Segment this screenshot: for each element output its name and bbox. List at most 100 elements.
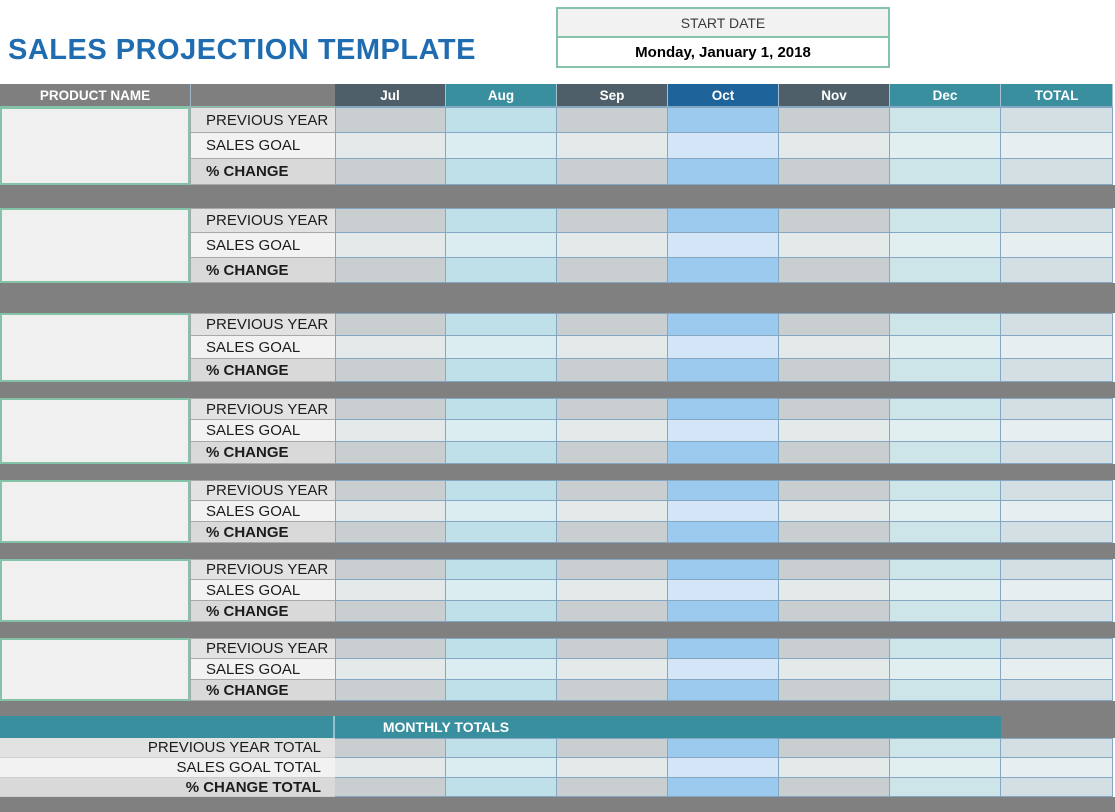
cell-oct-sales-goal[interactable] — [668, 659, 779, 680]
cell-total-previous-year[interactable] — [1001, 208, 1113, 233]
cell-dec-previous-year[interactable] — [890, 638, 1001, 659]
cell-total-sales-goal[interactable] — [1001, 133, 1113, 159]
cell-oct-pct-change[interactable] — [668, 359, 779, 382]
cell-oct-sales-goal[interactable] — [668, 580, 779, 601]
cell-sep-previous-year[interactable] — [557, 559, 668, 580]
product-name-cell[interactable] — [0, 398, 190, 464]
total-cell-oct[interactable] — [668, 758, 779, 778]
cell-nov-previous-year[interactable] — [779, 480, 890, 501]
cell-total-pct-change[interactable] — [1001, 601, 1113, 622]
cell-aug-previous-year[interactable] — [446, 107, 557, 133]
cell-jul-pct-change[interactable] — [335, 258, 446, 283]
cell-jul-sales-goal[interactable] — [335, 580, 446, 601]
cell-aug-sales-goal[interactable] — [446, 420, 557, 442]
cell-sep-pct-change[interactable] — [557, 359, 668, 382]
cell-nov-sales-goal[interactable] — [779, 659, 890, 680]
total-cell-nov[interactable] — [779, 738, 890, 758]
cell-dec-sales-goal[interactable] — [890, 133, 1001, 159]
cell-oct-sales-goal[interactable] — [668, 336, 779, 359]
cell-oct-previous-year[interactable] — [668, 480, 779, 501]
cell-dec-pct-change[interactable] — [890, 522, 1001, 543]
cell-nov-previous-year[interactable] — [779, 208, 890, 233]
cell-oct-previous-year[interactable] — [668, 559, 779, 580]
cell-total-pct-change[interactable] — [1001, 442, 1113, 464]
cell-sep-previous-year[interactable] — [557, 313, 668, 336]
cell-aug-pct-change[interactable] — [446, 522, 557, 543]
total-cell-nov[interactable] — [779, 778, 890, 797]
cell-dec-previous-year[interactable] — [890, 398, 1001, 420]
cell-jul-sales-goal[interactable] — [335, 133, 446, 159]
cell-total-sales-goal[interactable] — [1001, 420, 1113, 442]
cell-sep-sales-goal[interactable] — [557, 233, 668, 258]
total-cell-jul[interactable] — [335, 738, 446, 758]
cell-nov-sales-goal[interactable] — [779, 336, 890, 359]
total-cell-dec[interactable] — [890, 778, 1001, 797]
product-name-cell[interactable] — [0, 638, 190, 701]
cell-jul-previous-year[interactable] — [335, 208, 446, 233]
cell-nov-sales-goal[interactable] — [779, 133, 890, 159]
total-cell-nov[interactable] — [779, 758, 890, 778]
cell-nov-previous-year[interactable] — [779, 107, 890, 133]
cell-oct-previous-year[interactable] — [668, 107, 779, 133]
cell-oct-pct-change[interactable] — [668, 258, 779, 283]
cell-total-sales-goal[interactable] — [1001, 580, 1113, 601]
cell-jul-pct-change[interactable] — [335, 601, 446, 622]
start-date-value[interactable]: Monday, January 1, 2018 — [635, 43, 811, 61]
cell-oct-sales-goal[interactable] — [668, 420, 779, 442]
cell-aug-pct-change[interactable] — [446, 442, 557, 464]
total-cell-jul[interactable] — [335, 778, 446, 797]
total-cell-total[interactable] — [1001, 738, 1113, 758]
cell-jul-pct-change[interactable] — [335, 442, 446, 464]
total-cell-aug[interactable] — [446, 758, 557, 778]
cell-sep-pct-change[interactable] — [557, 258, 668, 283]
cell-dec-sales-goal[interactable] — [890, 501, 1001, 522]
cell-oct-pct-change[interactable] — [668, 601, 779, 622]
cell-dec-previous-year[interactable] — [890, 107, 1001, 133]
cell-total-previous-year[interactable] — [1001, 313, 1113, 336]
cell-oct-pct-change[interactable] — [668, 680, 779, 701]
cell-total-pct-change[interactable] — [1001, 159, 1113, 185]
cell-nov-previous-year[interactable] — [779, 313, 890, 336]
cell-sep-sales-goal[interactable] — [557, 336, 668, 359]
cell-nov-sales-goal[interactable] — [779, 233, 890, 258]
cell-aug-pct-change[interactable] — [446, 258, 557, 283]
cell-nov-sales-goal[interactable] — [779, 501, 890, 522]
cell-total-pct-change[interactable] — [1001, 680, 1113, 701]
cell-jul-pct-change[interactable] — [335, 159, 446, 185]
cell-oct-previous-year[interactable] — [668, 398, 779, 420]
cell-jul-sales-goal[interactable] — [335, 659, 446, 680]
cell-nov-pct-change[interactable] — [779, 359, 890, 382]
cell-aug-pct-change[interactable] — [446, 159, 557, 185]
cell-sep-previous-year[interactable] — [557, 480, 668, 501]
cell-sep-pct-change[interactable] — [557, 522, 668, 543]
cell-total-sales-goal[interactable] — [1001, 336, 1113, 359]
cell-dec-sales-goal[interactable] — [890, 336, 1001, 359]
cell-dec-previous-year[interactable] — [890, 313, 1001, 336]
cell-dec-sales-goal[interactable] — [890, 420, 1001, 442]
cell-jul-previous-year[interactable] — [335, 638, 446, 659]
product-name-cell[interactable] — [0, 208, 190, 283]
total-cell-total[interactable] — [1001, 758, 1113, 778]
cell-aug-sales-goal[interactable] — [446, 133, 557, 159]
cell-oct-previous-year[interactable] — [668, 208, 779, 233]
cell-total-pct-change[interactable] — [1001, 258, 1113, 283]
cell-nov-sales-goal[interactable] — [779, 420, 890, 442]
cell-sep-previous-year[interactable] — [557, 398, 668, 420]
product-name-cell[interactable] — [0, 107, 190, 185]
cell-nov-pct-change[interactable] — [779, 601, 890, 622]
cell-oct-previous-year[interactable] — [668, 638, 779, 659]
cell-aug-pct-change[interactable] — [446, 359, 557, 382]
cell-sep-previous-year[interactable] — [557, 638, 668, 659]
cell-dec-previous-year[interactable] — [890, 559, 1001, 580]
cell-sep-pct-change[interactable] — [557, 601, 668, 622]
cell-dec-pct-change[interactable] — [890, 258, 1001, 283]
cell-total-pct-change[interactable] — [1001, 359, 1113, 382]
cell-dec-pct-change[interactable] — [890, 359, 1001, 382]
cell-total-previous-year[interactable] — [1001, 398, 1113, 420]
cell-nov-pct-change[interactable] — [779, 442, 890, 464]
cell-aug-sales-goal[interactable] — [446, 501, 557, 522]
cell-oct-pct-change[interactable] — [668, 522, 779, 543]
cell-jul-previous-year[interactable] — [335, 480, 446, 501]
cell-dec-pct-change[interactable] — [890, 601, 1001, 622]
cell-oct-sales-goal[interactable] — [668, 133, 779, 159]
